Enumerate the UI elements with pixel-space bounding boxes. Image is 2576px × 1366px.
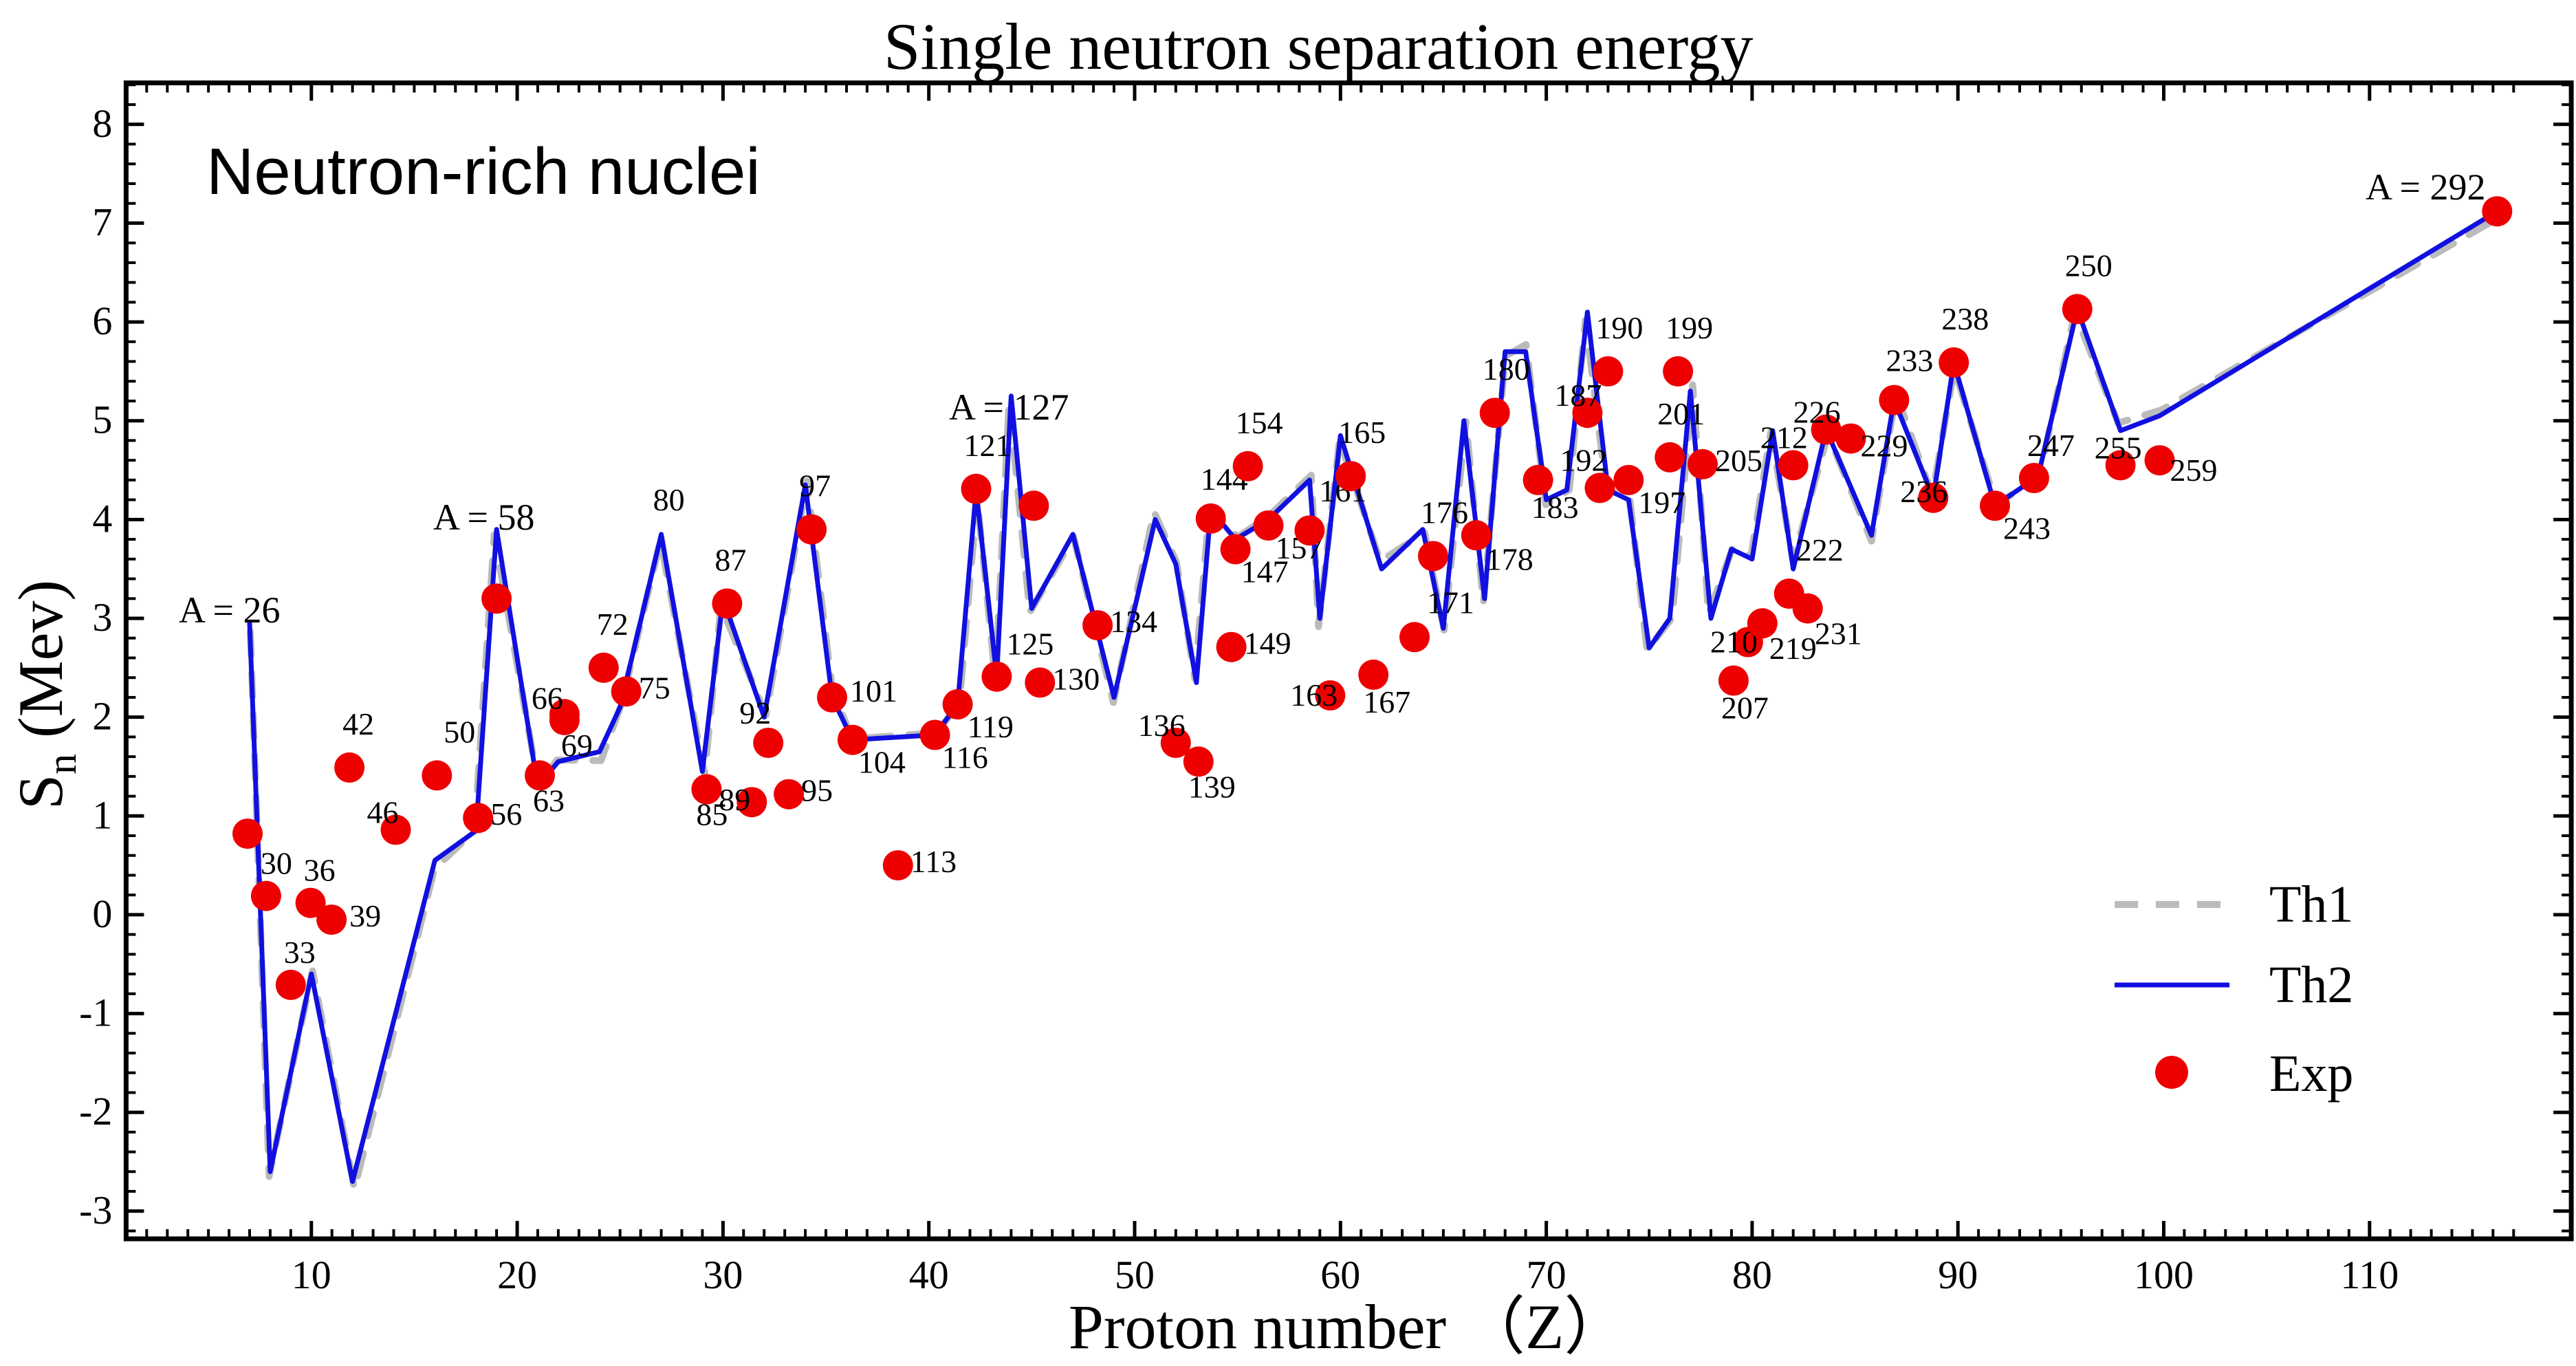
svg-text:Single neutron separation ener: Single neutron separation energy [884, 10, 1754, 83]
svg-text:183: 183 [1531, 490, 1579, 525]
svg-text:-2: -2 [79, 1089, 112, 1134]
svg-text:80: 80 [1732, 1253, 1772, 1297]
svg-text:80: 80 [653, 482, 685, 517]
svg-text:255: 255 [2095, 430, 2142, 465]
svg-text:205: 205 [1715, 443, 1762, 478]
svg-text:201: 201 [1657, 396, 1705, 431]
svg-text:56: 56 [490, 796, 522, 832]
svg-text:243: 243 [2003, 510, 2051, 545]
svg-text:247: 247 [2027, 428, 2075, 463]
svg-text:259: 259 [2170, 453, 2218, 488]
svg-text:180: 180 [1483, 351, 1530, 387]
svg-text:113: 113 [910, 844, 957, 879]
svg-text:1: 1 [92, 792, 112, 837]
svg-text:90: 90 [1938, 1253, 1978, 1297]
svg-text:42: 42 [342, 706, 374, 741]
svg-text:154: 154 [1236, 405, 1283, 440]
svg-text:0: 0 [92, 891, 112, 936]
svg-text:40: 40 [909, 1253, 949, 1297]
svg-text:190: 190 [1595, 310, 1643, 345]
svg-text:72: 72 [597, 607, 629, 642]
svg-text:2: 2 [92, 694, 112, 739]
svg-text:226: 226 [1793, 395, 1841, 430]
svg-text:A = 292: A = 292 [2366, 166, 2485, 208]
svg-text:250: 250 [2065, 248, 2113, 283]
svg-text:30: 30 [703, 1253, 743, 1297]
svg-text:222: 222 [1796, 532, 1844, 567]
svg-text:231: 231 [1815, 616, 1862, 651]
svg-text:139: 139 [1188, 769, 1236, 804]
svg-text:-1: -1 [79, 990, 112, 1035]
svg-text:104: 104 [858, 745, 906, 780]
svg-text:75: 75 [639, 670, 670, 705]
svg-text:7: 7 [92, 199, 112, 244]
svg-text:A = 58: A = 58 [433, 497, 534, 538]
svg-text:130: 130 [1052, 661, 1100, 696]
svg-text:171: 171 [1427, 585, 1474, 620]
svg-text:187: 187 [1554, 378, 1602, 413]
svg-text:20: 20 [497, 1253, 537, 1297]
svg-text:33: 33 [284, 935, 316, 970]
svg-text:60: 60 [1320, 1253, 1360, 1297]
svg-text:134: 134 [1110, 604, 1157, 639]
svg-text:199: 199 [1666, 310, 1713, 345]
svg-text:39: 39 [349, 898, 381, 933]
svg-text:197: 197 [1638, 485, 1685, 520]
svg-text:8: 8 [92, 101, 112, 146]
svg-text:Neutron-rich nuclei: Neutron-rich nuclei [206, 135, 761, 208]
svg-text:36: 36 [304, 853, 336, 888]
svg-text:30: 30 [261, 846, 292, 881]
svg-text:50: 50 [1115, 1253, 1155, 1297]
svg-text:5: 5 [92, 398, 112, 442]
svg-text:50: 50 [444, 714, 475, 749]
svg-text:165: 165 [1338, 415, 1386, 450]
svg-text:Proton number （Z）: Proton number （Z） [1069, 1292, 1628, 1362]
svg-text:89: 89 [719, 782, 750, 817]
svg-text:Sn (Mev): Sn (Mev) [6, 580, 85, 810]
svg-text:Th1: Th1 [2269, 876, 2353, 933]
svg-text:207: 207 [1721, 691, 1769, 726]
svg-text:229: 229 [1861, 429, 1908, 464]
svg-text:149: 149 [1244, 626, 1291, 661]
svg-text:116: 116 [942, 740, 988, 775]
svg-text:95: 95 [801, 773, 833, 808]
svg-text:10: 10 [292, 1253, 331, 1297]
svg-text:167: 167 [1363, 684, 1410, 719]
svg-text:3: 3 [92, 595, 112, 640]
svg-text:87: 87 [714, 543, 746, 578]
svg-text:219: 219 [1769, 631, 1817, 666]
svg-text:A = 127: A = 127 [949, 387, 1069, 428]
svg-text:66: 66 [532, 680, 563, 715]
svg-text:101: 101 [850, 673, 897, 708]
svg-text:125: 125 [1006, 627, 1054, 662]
svg-text:-3: -3 [79, 1188, 112, 1233]
svg-text:176: 176 [1421, 495, 1468, 530]
svg-text:119: 119 [968, 709, 1014, 744]
svg-text:163: 163 [1290, 677, 1338, 713]
svg-text:100: 100 [2134, 1253, 2194, 1297]
svg-text:121: 121 [964, 428, 1012, 463]
svg-text:136: 136 [1138, 708, 1186, 743]
svg-text:92: 92 [739, 695, 771, 730]
svg-text:238: 238 [1941, 301, 1989, 336]
svg-text:178: 178 [1486, 541, 1533, 576]
svg-text:6: 6 [92, 299, 112, 343]
svg-text:70: 70 [1527, 1253, 1567, 1297]
svg-text:4: 4 [92, 496, 112, 541]
svg-text:69: 69 [561, 728, 593, 763]
svg-text:97: 97 [799, 468, 831, 503]
svg-text:Th2: Th2 [2269, 956, 2353, 1014]
svg-text:46: 46 [367, 794, 399, 830]
svg-text:Exp: Exp [2269, 1045, 2353, 1103]
svg-text:A = 26: A = 26 [179, 589, 280, 631]
svg-text:63: 63 [533, 783, 565, 818]
svg-text:110: 110 [2340, 1253, 2399, 1297]
svg-text:233: 233 [1886, 343, 1933, 378]
svg-text:236: 236 [1900, 474, 1947, 509]
svg-text:192: 192 [1560, 442, 1607, 477]
